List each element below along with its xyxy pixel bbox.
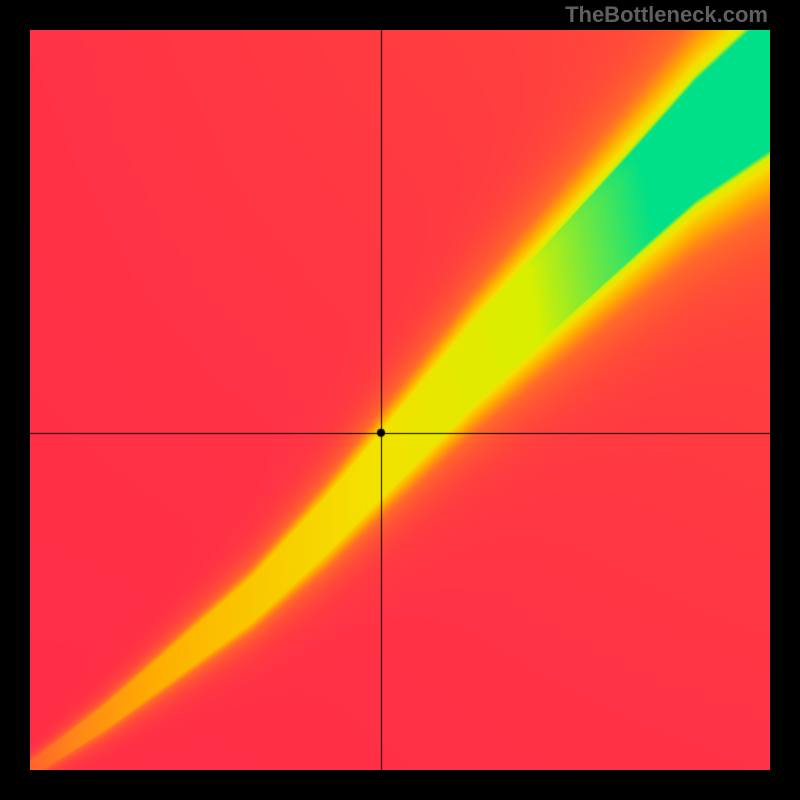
bottleneck-heatmap bbox=[30, 30, 770, 770]
chart-container: TheBottleneck.com bbox=[0, 0, 800, 800]
watermark-text: TheBottleneck.com bbox=[565, 2, 768, 28]
